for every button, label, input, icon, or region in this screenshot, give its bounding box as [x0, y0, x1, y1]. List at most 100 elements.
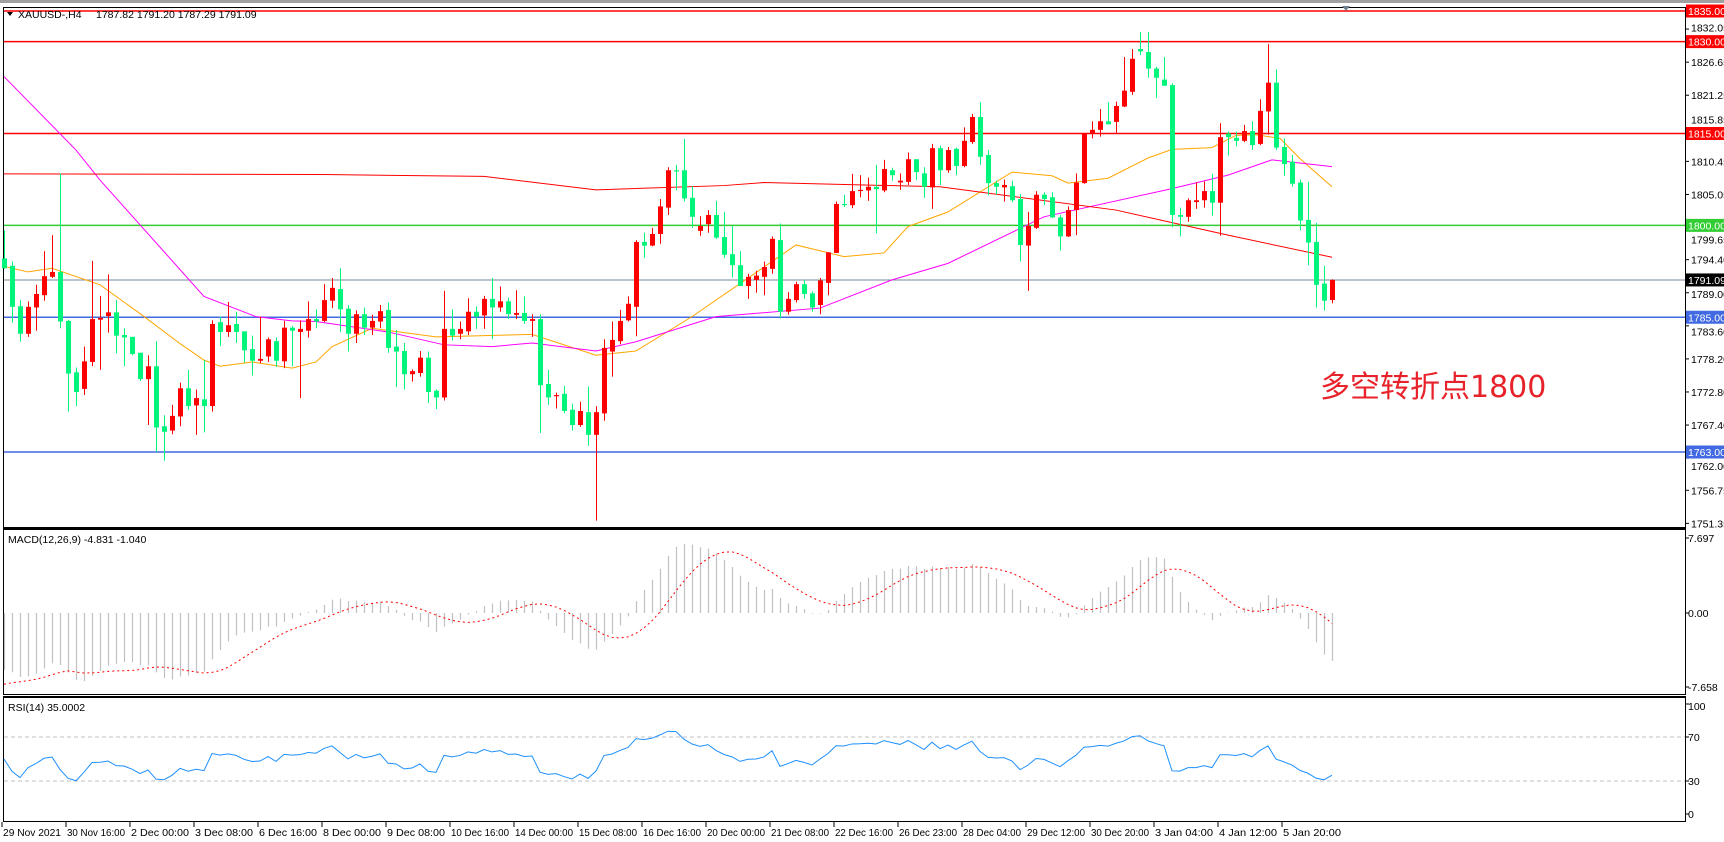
candle-bullish — [410, 369, 415, 382]
candle-bearish — [570, 403, 575, 431]
rsi-title: RSI(14) 35.0002 — [8, 702, 85, 714]
price-tick-label: 1826.65 — [1691, 57, 1724, 69]
candle-bullish — [698, 216, 703, 236]
macd-panel[interactable] — [3, 529, 1686, 695]
candle-bearish — [10, 261, 15, 323]
candle-bearish — [810, 291, 815, 312]
candle-body — [1122, 90, 1127, 107]
candle-body — [586, 412, 591, 435]
candle-bullish — [330, 278, 335, 309]
time-label: 30 Nov 16:00 — [67, 827, 125, 839]
candle-body — [298, 328, 303, 332]
candle-body — [394, 346, 399, 352]
candle-bearish — [154, 341, 159, 452]
candle-body — [490, 298, 495, 308]
macd-indicator: 7.697 0.00 -7.658 — [3, 533, 1718, 694]
candle-bearish — [1058, 214, 1063, 251]
candle-bullish — [50, 235, 55, 279]
chart-shift-marker-icon[interactable] — [1342, 6, 1350, 11]
candle-bearish — [1290, 154, 1295, 187]
candle-bearish — [234, 311, 239, 343]
candle-bearish — [722, 211, 727, 258]
candle-bearish — [1322, 265, 1327, 311]
time-axis: 29 Nov 2021 30 Nov 16:00 2 Dec 00:00 3 Dec … — [1, 822, 1341, 839]
candle-body — [1138, 48, 1143, 52]
candle-bullish — [106, 274, 111, 333]
candle-body — [1074, 182, 1079, 211]
candle-body — [818, 280, 823, 305]
candle-bullish — [1330, 279, 1335, 304]
candle-bearish — [538, 314, 543, 434]
time-label: 3 Dec 08:00 — [195, 827, 253, 839]
candle-body — [890, 170, 895, 176]
candle-bearish — [386, 302, 391, 353]
candle-bullish — [466, 298, 471, 336]
time-label: 20 Dec 00:00 — [707, 827, 765, 839]
price-label: 1763.00 — [1688, 447, 1724, 459]
candle-body — [1234, 137, 1239, 141]
candle-bullish — [858, 175, 863, 198]
candle-body — [602, 347, 607, 414]
rsi-axis-label: 100 — [1688, 701, 1706, 713]
candle-body — [82, 361, 87, 389]
candle-body — [1274, 82, 1279, 148]
candle-bearish — [914, 159, 919, 181]
candle-body — [458, 328, 463, 334]
candle-bearish — [394, 330, 399, 388]
candle-body — [850, 191, 855, 206]
candle-bullish — [634, 240, 639, 337]
candle-body — [10, 265, 15, 307]
annotation-text[interactable]: 多空转折点1800 — [1320, 370, 1546, 405]
candle-body — [786, 298, 791, 312]
candle-bullish — [418, 350, 423, 377]
candle-body — [1306, 219, 1311, 243]
price-label-box — [1686, 310, 1724, 324]
moving-average-ma_mid — [3, 76, 1333, 352]
candle-bullish — [282, 320, 287, 369]
moving-averages — [3, 76, 1333, 369]
candle-body — [554, 395, 559, 397]
price-tick-label: 1783.60 — [1691, 326, 1724, 338]
candle-bearish — [122, 328, 127, 367]
candle-body — [314, 319, 319, 322]
rsi-panel[interactable] — [3, 697, 1686, 822]
candle-bullish — [90, 260, 95, 367]
candle-bullish — [1098, 109, 1103, 137]
main-chart-panel[interactable] — [3, 7, 1686, 528]
price-tick-label: 1805.05 — [1691, 189, 1724, 201]
candle-bearish — [522, 296, 527, 324]
candle-body — [58, 271, 63, 322]
candle-bullish — [1130, 48, 1135, 95]
candle-body — [770, 238, 775, 269]
candle-bullish — [1122, 56, 1127, 108]
candle-body — [282, 327, 287, 362]
candle-body — [426, 357, 431, 392]
candle-body — [642, 241, 647, 246]
candle-body — [1130, 58, 1135, 92]
price-label-box — [1686, 127, 1724, 140]
candle-body — [802, 284, 807, 294]
candle-bearish — [938, 145, 943, 185]
dropdown-triangle-icon[interactable] — [7, 12, 13, 16]
candle-bullish — [850, 173, 855, 209]
time-label: 22 Dec 16:00 — [835, 827, 893, 839]
candle-bearish — [1154, 66, 1159, 98]
candle-bearish — [346, 305, 351, 352]
candle-body — [338, 289, 343, 310]
candle-body — [682, 170, 687, 199]
candle-body — [26, 306, 31, 334]
candle-body — [730, 254, 735, 266]
candle-body — [634, 241, 639, 307]
candle-bearish — [1146, 31, 1151, 78]
price-tick-label: 1821.25 — [1691, 90, 1724, 102]
candle-body — [578, 410, 583, 426]
candle-bullish — [1194, 182, 1199, 209]
candle-body — [778, 240, 783, 312]
candle-body — [418, 357, 423, 373]
candle-bearish — [1234, 131, 1239, 147]
candle-bullish — [866, 177, 871, 201]
candle-bullish — [930, 143, 935, 209]
candle-bullish — [626, 296, 631, 322]
candle-bullish — [170, 404, 175, 435]
